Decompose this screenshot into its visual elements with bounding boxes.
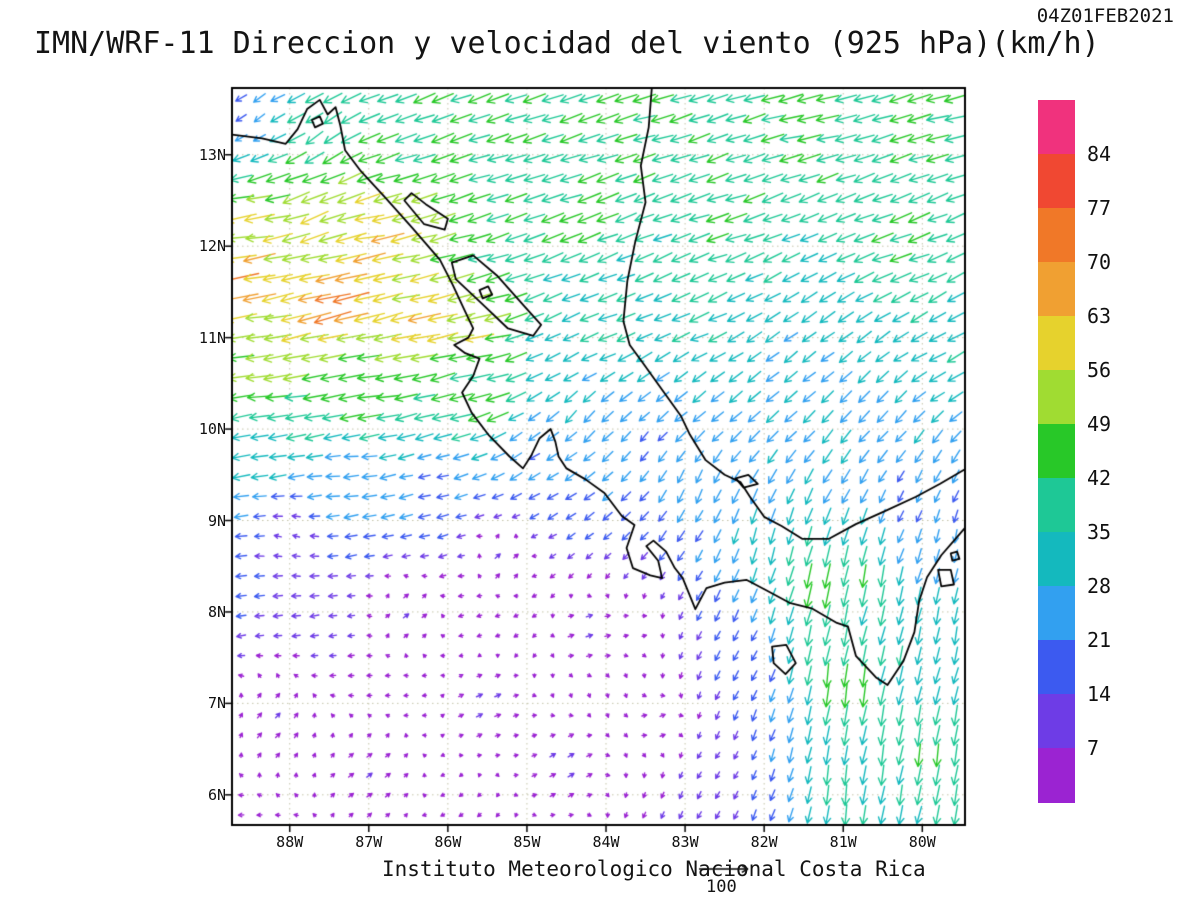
colorbar-tick-label: 42 [1087, 466, 1112, 490]
colorbar-tick-label: 77 [1087, 196, 1112, 220]
colorbar-tick-label: 84 [1087, 142, 1112, 166]
colorbar-tick-label: 14 [1087, 682, 1112, 706]
colorbar-tick-label: 21 [1087, 628, 1112, 652]
colorbar-segment [1038, 640, 1075, 695]
colorbar: 84 77 70 63 56 49 42 35 28 21 14 7 [1038, 100, 1111, 803]
colorbar-segment [1038, 100, 1075, 155]
colorbar-segment [1038, 748, 1075, 803]
colorbar-segment [1038, 316, 1075, 371]
colorbar-tick-label: 7 [1087, 736, 1100, 760]
colorbar-segment [1038, 424, 1075, 479]
reference-vector-value: 100 [706, 877, 737, 897]
colorbar-tick-label: 56 [1087, 358, 1112, 382]
colorbar-tick-label: 49 [1087, 412, 1112, 436]
colorbar-tick-label: 35 [1087, 520, 1112, 544]
colorbar-tick-label: 28 [1087, 574, 1112, 598]
colorbar-tick-label: 70 [1087, 250, 1112, 274]
colorbar-segment [1038, 370, 1075, 425]
colorbar-segment [1038, 154, 1075, 209]
colorbar-segment [1038, 694, 1075, 749]
colorbar-segment [1038, 586, 1075, 641]
valid-time-label: 04Z01FEB2021 [1036, 5, 1174, 27]
chart-title: IMN/WRF-11 Direccion y velocidad del vie… [34, 26, 1100, 61]
colorbar-segment [1038, 262, 1075, 317]
colorbar-segment [1038, 478, 1075, 533]
credit-text: Instituto Meteorologico Nacional Costa R… [382, 857, 926, 881]
colorbar-segment [1038, 208, 1075, 263]
colorbar-segment [1038, 532, 1075, 587]
colorbar-tick-label: 63 [1087, 304, 1112, 328]
